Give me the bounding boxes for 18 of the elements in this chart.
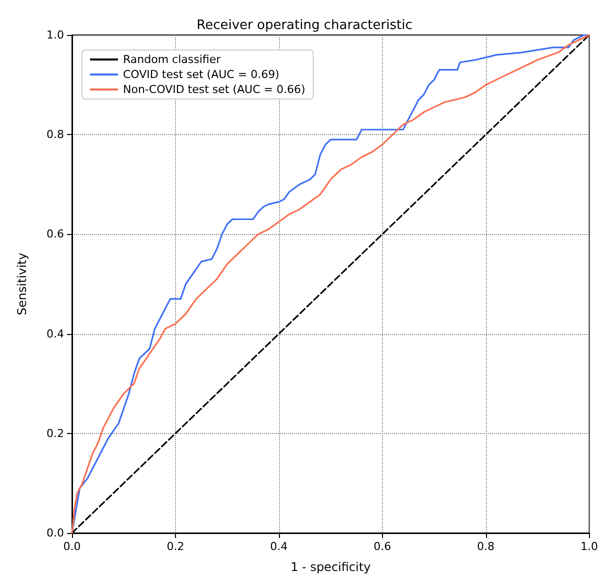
x-tick-label: 1.0 [580,540,598,553]
chart-title: Receiver operating characteristic [196,18,412,33]
legend-label: Random classifier [123,53,222,66]
x-axis-title: 1 - specificity [290,560,371,574]
x-tick-label: 0.2 [166,540,184,553]
y-tick-label: 1.0 [46,28,64,42]
x-tick-label: 0.6 [374,540,392,553]
y-axis-title: Sensitivity [15,252,29,316]
y-tick-label: 0.0 [46,526,64,540]
x-tick-label: 0.4 [270,540,288,553]
legend-label: COVID test set (AUC = 0.69) [123,68,280,81]
y-tick-label: 0.2 [46,426,64,440]
x-tick-label: 0.8 [477,540,495,553]
y-tick-label: 0.8 [46,128,64,142]
y-tick-label: 0.6 [46,228,64,241]
y-tick-label: 0.4 [46,327,64,340]
legend-label: Non-COVID test set (AUC = 0.66) [123,83,306,96]
x-tick-label: 0.0 [63,540,81,553]
